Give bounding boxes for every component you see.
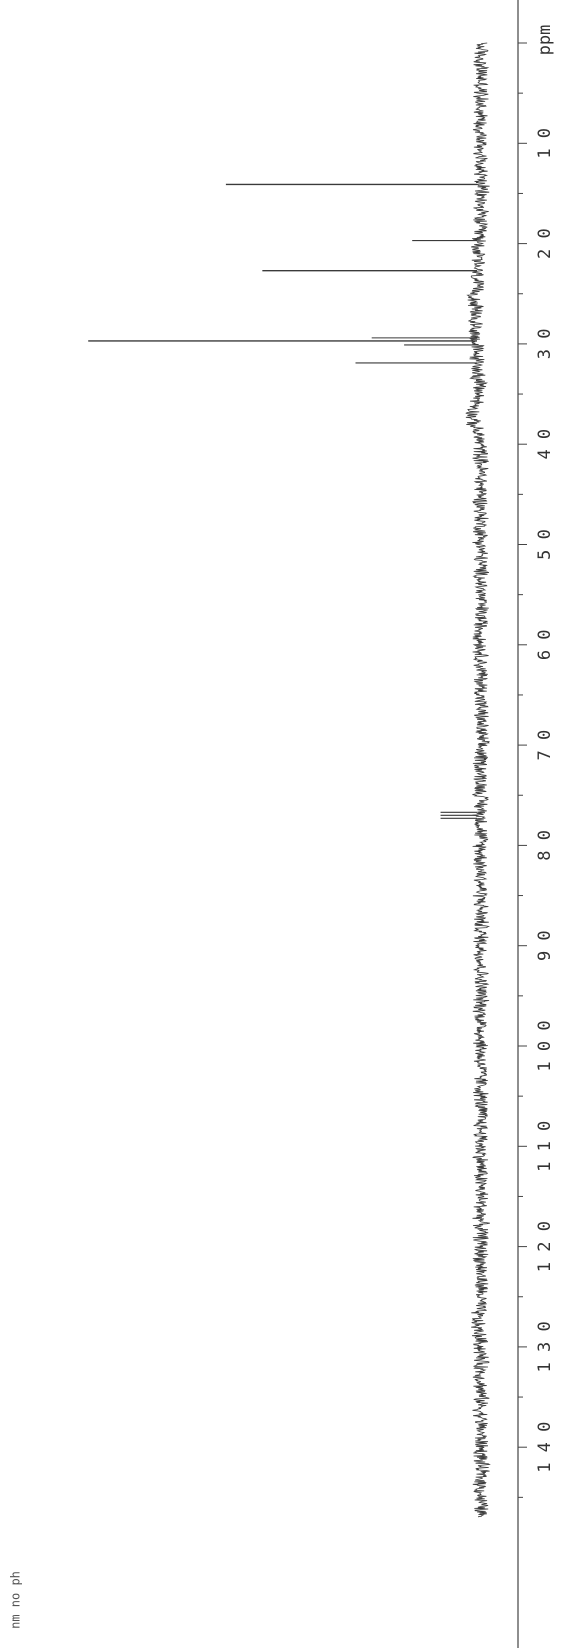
spectrum-trace <box>465 42 491 1518</box>
tick-label-70: 7 0 <box>535 730 555 761</box>
spectrum-trace-group <box>465 42 491 1518</box>
tick-label-120: 1 2 0 <box>535 1221 555 1272</box>
tick-label-30: 3 0 <box>535 329 555 360</box>
tick-label-20: 2 0 <box>535 228 555 259</box>
tick-label-80: 8 0 <box>535 830 555 861</box>
peaks-group <box>88 183 477 819</box>
corner-annotation: nm no ph <box>9 1571 23 1629</box>
tick-label-140: 1 4 0 <box>535 1422 555 1473</box>
tick-label-50: 5 0 <box>535 529 555 560</box>
tick-label-40: 4 0 <box>535 429 555 460</box>
tick-label-60: 6 0 <box>535 629 555 660</box>
axis-unit-label: ppm <box>535 25 555 56</box>
axis-ticks-group: 1 0 2 0 3 0 4 0 5 0 6 0 7 0 8 0 9 0 1 0 0 1 1 0 1 2… <box>518 42 555 1498</box>
tick-label-100: 1 0 0 <box>535 1020 555 1071</box>
tick-label-130: 1 3 0 <box>535 1321 555 1372</box>
tick-label-110: 1 1 0 <box>535 1121 555 1172</box>
tick-label-90: 9 0 <box>535 930 555 961</box>
tick-label-10: 1 0 <box>535 128 555 159</box>
